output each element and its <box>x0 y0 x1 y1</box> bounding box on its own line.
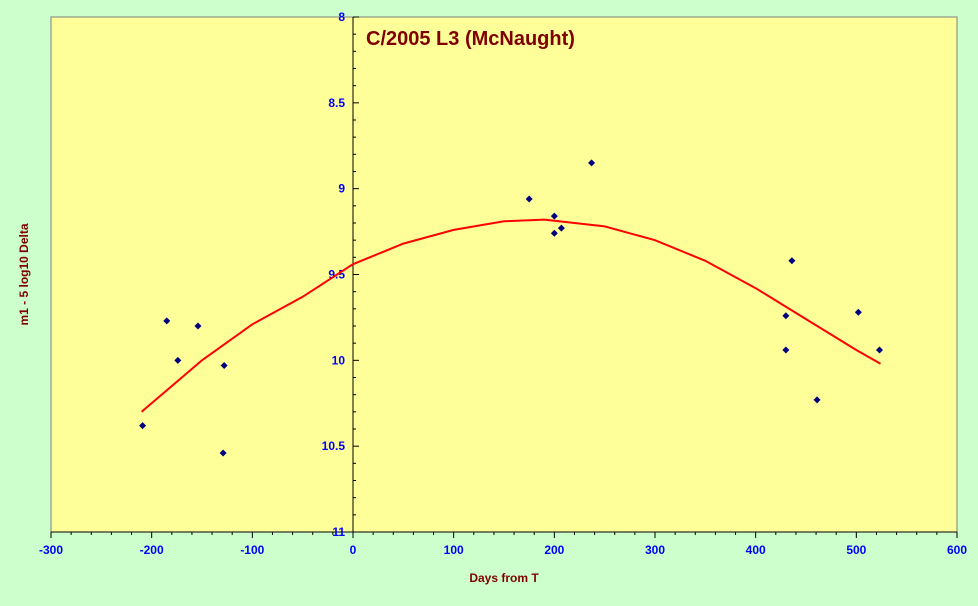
x-tick-label: 100 <box>444 543 464 557</box>
x-tick-label: 600 <box>947 543 967 557</box>
y-tick-label: 9 <box>338 182 345 196</box>
y-tick-label: 11 <box>332 525 345 539</box>
data-point <box>550 229 558 237</box>
data-point <box>557 224 565 232</box>
y-tick-label: 10 <box>332 353 346 367</box>
plot-background <box>50 16 958 533</box>
x-axis-ticks <box>50 532 958 538</box>
x-tick-label: -100 <box>240 543 264 557</box>
x-axis-tick-labels: -300 -200 -100 0 100 200 300 400 500 600 <box>39 543 967 557</box>
x-tick-label: -300 <box>39 543 63 557</box>
y-axis-title: m1 - 5 log10 Delta <box>17 223 31 325</box>
data-point <box>194 322 202 330</box>
x-tick-label: -200 <box>140 543 164 557</box>
data-point <box>788 257 796 265</box>
y-tick-label: 8.5 <box>328 96 345 110</box>
data-point <box>782 346 790 354</box>
x-tick-label: 300 <box>645 543 665 557</box>
data-point <box>813 396 821 404</box>
data-points <box>139 159 883 457</box>
x-tick-label: 400 <box>746 543 766 557</box>
y-tick-label: 8 <box>338 10 345 24</box>
chart-title: C/2005 L3 (McNaught) <box>366 28 575 50</box>
data-point <box>139 422 147 430</box>
data-point <box>875 346 883 354</box>
data-point <box>782 312 790 320</box>
data-point <box>174 356 182 364</box>
x-tick-label: 500 <box>846 543 866 557</box>
x-tick-label: 200 <box>544 543 564 557</box>
data-point <box>219 449 227 457</box>
x-tick-label: 0 <box>350 543 357 557</box>
data-point <box>588 159 596 167</box>
data-point <box>525 195 533 203</box>
fit-curve <box>140 218 881 413</box>
data-point <box>550 212 558 220</box>
data-point <box>163 317 171 325</box>
data-point <box>220 361 228 369</box>
y-tick-label: 10.5 <box>322 439 346 453</box>
x-axis-title: Days from T <box>469 571 539 585</box>
data-point <box>854 308 862 316</box>
